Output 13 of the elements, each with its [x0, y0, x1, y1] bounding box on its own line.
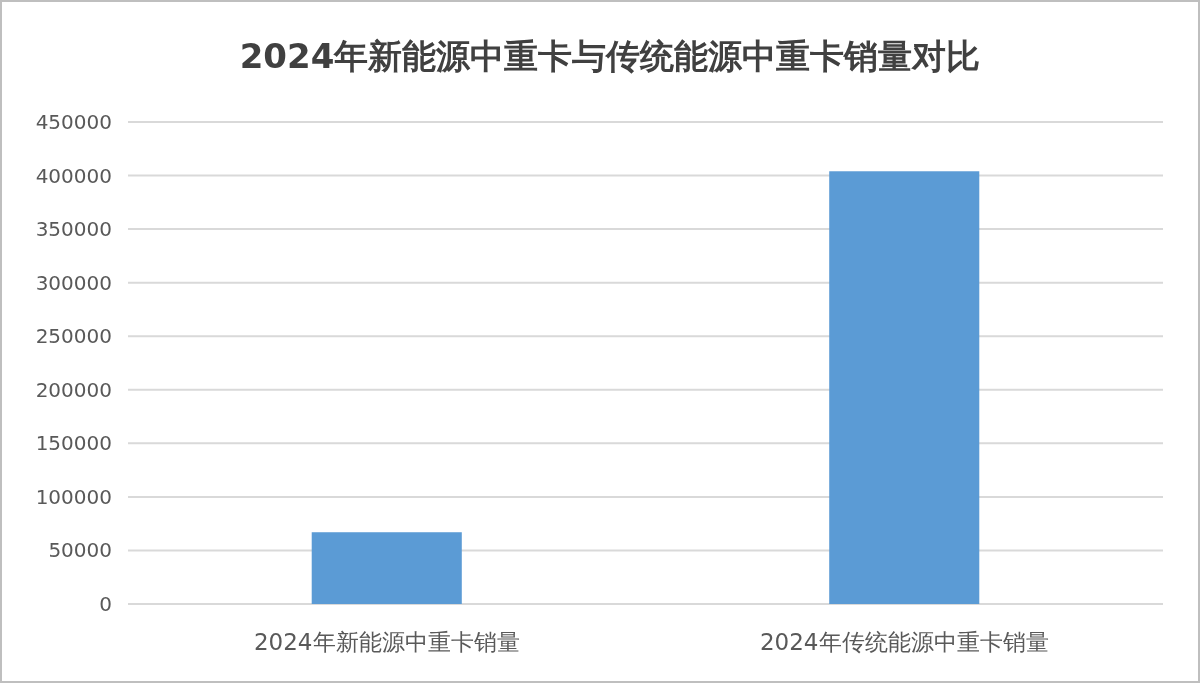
- y-tick-label: 400000: [35, 163, 112, 188]
- y-tick-label: 250000: [35, 324, 112, 349]
- y-tick-label: 350000: [35, 217, 112, 242]
- y-tick-label: 100000: [35, 484, 112, 509]
- y-tick-label: 150000: [35, 431, 112, 456]
- y-tick-label: 450000: [35, 110, 112, 134]
- x-tick-label: 2024年新能源中重卡销量: [253, 629, 520, 655]
- chart-title: 2024年新能源中重卡与传统能源中重卡销量对比: [239, 36, 981, 76]
- y-tick-label: 300000: [35, 270, 112, 295]
- y-tick-label: 0: [99, 592, 112, 616]
- x-tick-label: 2024年传统能源中重卡销量: [759, 629, 1049, 655]
- y-tick-label: 50000: [48, 538, 112, 563]
- y-tick-label: 200000: [35, 377, 112, 402]
